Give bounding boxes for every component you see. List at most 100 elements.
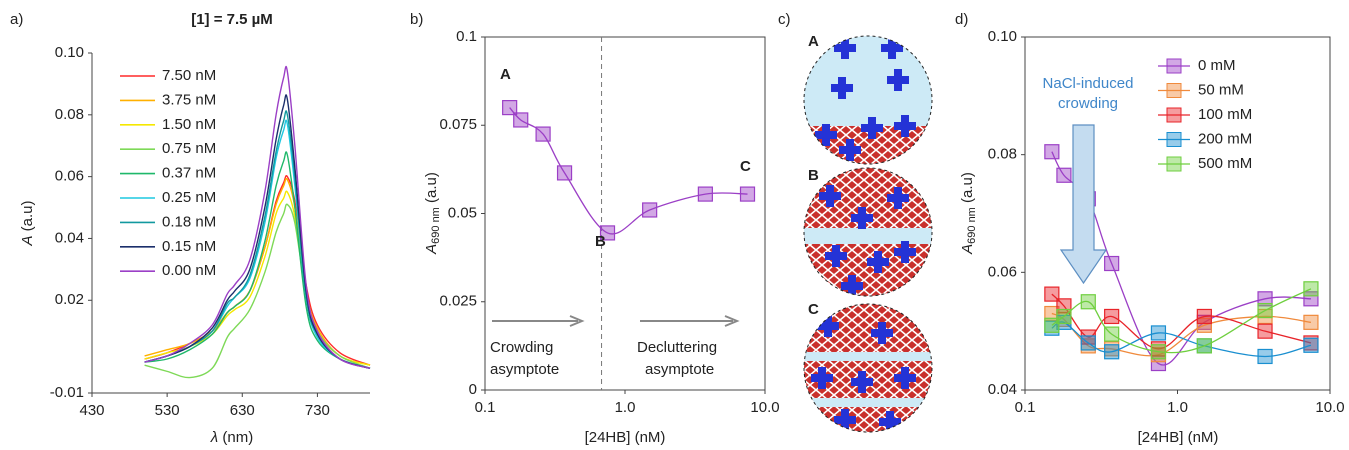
series-line	[1051, 312, 1312, 357]
marker	[1044, 144, 1060, 160]
y-tick-label: 0.10	[988, 28, 1017, 45]
y-label: A	[423, 244, 440, 255]
legend-label: 0.18 nM	[162, 213, 216, 230]
legend-label: 0.37 nM	[162, 165, 216, 182]
marker	[642, 202, 658, 218]
legend-label: 50 mM	[1198, 81, 1244, 98]
y-tick-label: 0.08	[988, 146, 1017, 163]
marker	[1196, 317, 1212, 333]
marker	[1303, 337, 1319, 353]
illustration-b	[804, 168, 932, 296]
y-tick-label: 0.1	[456, 28, 477, 45]
marker	[1257, 291, 1273, 307]
legend-marker	[1166, 132, 1182, 147]
x-axis-label: λ (nm)	[210, 429, 253, 446]
y-tick-label: 0.08	[55, 106, 84, 123]
marker	[1080, 335, 1096, 351]
arrow	[1059, 124, 1108, 285]
x-tick-label: 10.0	[750, 399, 779, 416]
marker	[1150, 355, 1167, 372]
legend-label: 200 mM	[1198, 130, 1252, 147]
marker	[1056, 308, 1072, 325]
marker	[1257, 323, 1273, 339]
y-axis-label: A690 nm (a.u)	[423, 172, 444, 255]
arrow	[492, 315, 585, 327]
x-tick-label: 430	[79, 402, 104, 419]
legend-label: 3.75 nM	[162, 91, 216, 108]
y-tick-label: 0.10	[55, 44, 84, 61]
marker	[599, 225, 616, 241]
series-line	[1051, 151, 1311, 366]
marker	[697, 186, 713, 202]
marker	[1104, 255, 1120, 272]
annotation: crowding	[1058, 95, 1118, 112]
x-tick-label: 0.1	[475, 399, 496, 416]
marker	[1056, 167, 1072, 183]
marker	[1196, 308, 1212, 325]
circle	[803, 167, 933, 297]
marker	[556, 165, 573, 181]
x-label: λ	[210, 429, 218, 446]
y-axis-label: A (a.u)	[19, 200, 36, 246]
marker	[535, 126, 551, 142]
y-tick-label: 0.025	[439, 293, 477, 310]
legend-label: 0 mM	[1198, 57, 1236, 74]
illustration-a	[804, 36, 932, 164]
marker	[502, 99, 518, 116]
y-tick-label: 0.06	[55, 168, 84, 185]
illustration-c	[804, 304, 932, 432]
marker	[1104, 308, 1120, 325]
y-axis-label: A690 nm (a.u)	[959, 172, 980, 255]
marker	[1044, 305, 1060, 322]
legend-label: 1.50 nM	[162, 116, 216, 133]
x-tick-label: 530	[155, 402, 180, 419]
marker	[1104, 326, 1120, 342]
panel-label: b)	[410, 11, 423, 28]
y-tick-label: 0.04	[55, 229, 84, 246]
annotation: NaCl-induced	[1043, 75, 1134, 92]
y-label-unit: (a.u)	[19, 200, 36, 231]
marker	[1080, 294, 1096, 310]
marker	[739, 186, 756, 202]
y-label: A	[959, 244, 976, 255]
x-tick-label: 0.1	[1015, 399, 1036, 416]
legend-label: 100 mM	[1198, 106, 1252, 123]
y-tick-label: 0.075	[439, 116, 477, 133]
marker	[1257, 302, 1273, 319]
x-axis-label: [24HB] (nM)	[585, 429, 666, 446]
y-label-sub: 690 nm	[430, 207, 442, 244]
annotation: Decluttering	[637, 339, 717, 356]
y-label-unit: (a.u)	[959, 172, 976, 203]
annotation: A	[500, 66, 511, 83]
series-line	[1051, 288, 1312, 354]
circle	[803, 303, 933, 433]
series-line	[144, 110, 371, 369]
marker	[1196, 338, 1212, 354]
annotation: C	[740, 158, 751, 175]
legend-label: 0.25 nM	[162, 189, 216, 206]
panel-label: d)	[955, 11, 968, 28]
x-tick-label: 630	[230, 402, 255, 419]
x-label-unit: (nm)	[222, 429, 253, 446]
series-line	[144, 94, 371, 369]
x-tick-label: 10.0	[1315, 399, 1344, 416]
y-label-unit: (a.u)	[423, 172, 440, 203]
y-label-sub: 690 nm	[966, 207, 978, 244]
annotation: Crowding	[490, 339, 553, 356]
y-tick-label: 0	[469, 381, 477, 398]
chart-title: [1] = 7.5 µM	[191, 11, 273, 28]
illustration-label: C	[808, 301, 819, 318]
marker	[513, 112, 529, 128]
arrow	[640, 315, 740, 327]
marker	[1257, 348, 1273, 365]
y-tick-label: 0.02	[55, 291, 84, 308]
legend-label: 500 mM	[1198, 155, 1252, 172]
legend-label: 7.50 nM	[162, 67, 216, 84]
x-axis-label: [24HB] (nM)	[1138, 429, 1219, 446]
y-label: A	[19, 236, 36, 247]
marker	[1104, 344, 1120, 360]
series-line	[509, 107, 748, 235]
legend-marker	[1166, 58, 1182, 74]
legend-marker	[1166, 83, 1182, 98]
